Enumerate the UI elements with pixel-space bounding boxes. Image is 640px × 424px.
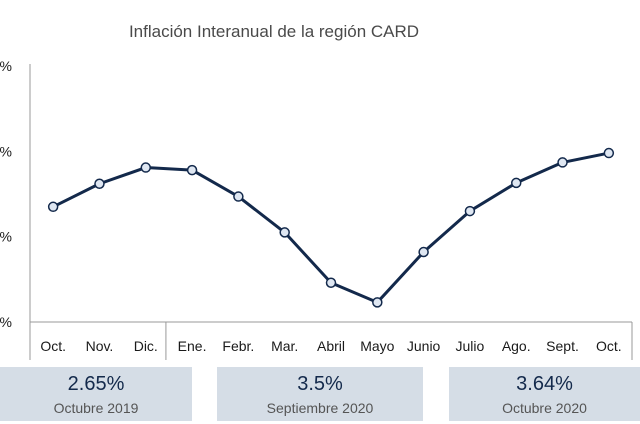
line-chart: %%%% Oct. Nov. Dic. Ene. Febr. Mar. Abril Mayo J… (0, 58, 633, 360)
x-tick-label: Julio (456, 338, 485, 354)
data-point (464, 205, 476, 217)
data-point (47, 201, 59, 213)
x-tick-label: Sept. (546, 338, 579, 354)
stat-value: 3.5% (297, 373, 343, 395)
stat-label: Septiembre 2020 (266, 400, 374, 416)
x-tick-label: Dic. (134, 338, 158, 354)
chart-axes (29, 64, 633, 360)
y-tick-label: % (0, 314, 12, 330)
x-tick-label: Abril (317, 338, 345, 354)
series-layer (47, 147, 615, 308)
stat-label: Octubre 2019 (53, 400, 139, 416)
y-ticks: %%%% (0, 58, 12, 330)
stat-value: 2.65% (67, 373, 125, 395)
x-tick-label: Febr. (222, 338, 254, 354)
x-tick-label: Nov. (86, 338, 114, 354)
stat-box-oct-2019: 2.65% Octubre 2019 (0, 367, 192, 421)
data-point (557, 157, 568, 168)
data-point (233, 191, 244, 202)
x-tick-label: Oct. (596, 338, 622, 354)
data-point (94, 178, 105, 190)
data-point (140, 162, 152, 173)
data-point (279, 227, 290, 238)
x-tick-label: Ene. (178, 338, 207, 354)
y-tick-label: % (0, 58, 12, 74)
stat-label: Octubre 2020 (502, 400, 587, 416)
data-point (186, 164, 198, 176)
stat-box-sep-2020: 3.5% Septiembre 2020 (217, 367, 423, 421)
x-tick-label: Mar. (271, 338, 298, 354)
data-point (418, 246, 429, 258)
y-tick-label: % (0, 229, 12, 245)
data-point (325, 277, 337, 288)
data-point (510, 177, 522, 189)
x-tick-label: Ago. (502, 338, 531, 354)
stat-value: 3.64% (516, 373, 573, 395)
x-tick-label: Junio (407, 338, 441, 354)
x-tick-label: Oct. (40, 338, 66, 354)
chart-title: Inflación Interanual de la región CARD (128, 22, 420, 41)
y-tick-label: % (0, 143, 12, 159)
data-point (372, 297, 383, 308)
x-tick-label: Mayo (360, 338, 394, 354)
stat-box-oct-2020: 3.64% Octubre 2020 (449, 367, 640, 421)
x-ticks: Oct. Nov. Dic. Ene. Febr. Mar. Abril Mayo Junio J… (40, 338, 621, 354)
data-point (603, 147, 615, 159)
